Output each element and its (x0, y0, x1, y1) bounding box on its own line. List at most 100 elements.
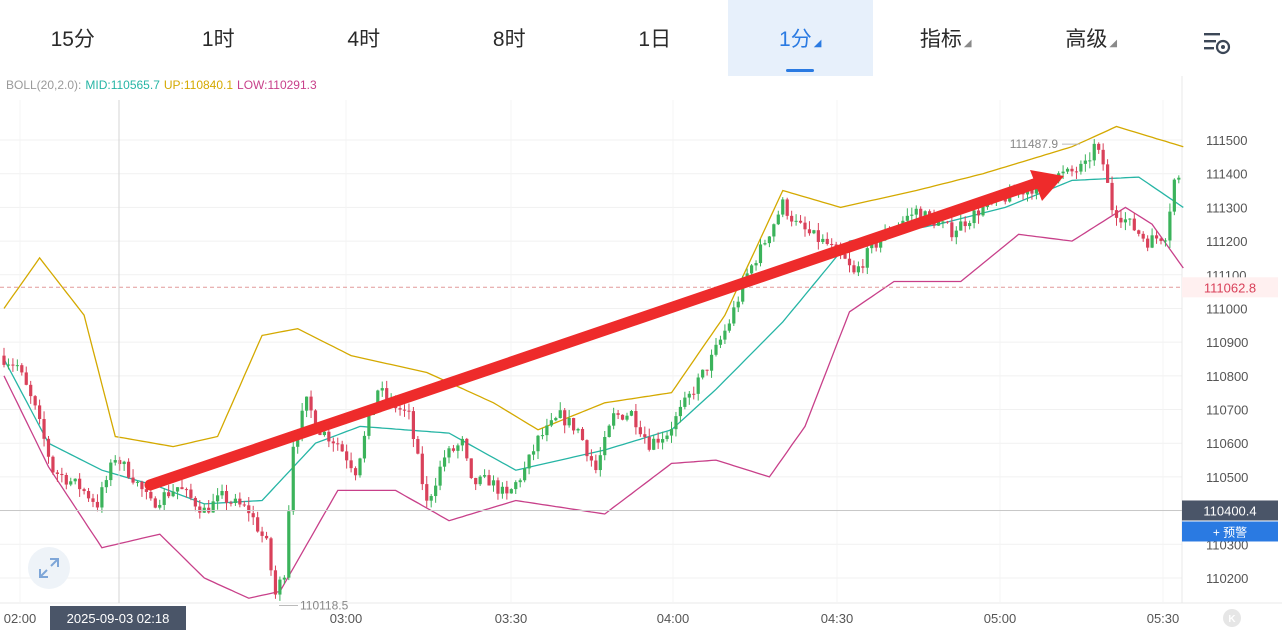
candle-body (661, 439, 665, 443)
candle-body (291, 446, 295, 512)
candle-body (705, 369, 709, 371)
candle-body (238, 498, 242, 505)
candle-body (603, 437, 607, 456)
candle-body (296, 435, 300, 447)
candle-body (113, 460, 117, 463)
x-tick-label: 03:00 (330, 611, 363, 626)
candle-body (701, 369, 705, 378)
candle-body (1088, 160, 1092, 162)
candle-body (1025, 189, 1030, 195)
candle-body (1177, 177, 1181, 180)
candle-body (442, 457, 447, 467)
candle-body (1097, 143, 1101, 150)
candle-body (1137, 230, 1141, 234)
boll-mid-value: MID:110565.7 (85, 78, 160, 92)
tab-3[interactable]: 8时 (437, 0, 583, 76)
candle-body (95, 501, 100, 508)
candle-body (1030, 189, 1034, 194)
candle-body (741, 280, 745, 302)
candle-body (625, 415, 629, 420)
x-tick-label: 04:00 (657, 611, 690, 626)
candle-body (905, 215, 909, 221)
candle-body (923, 211, 927, 220)
candle-body (919, 208, 923, 220)
candle-body (149, 491, 153, 499)
candle-body (385, 388, 389, 400)
candle-body (1172, 179, 1176, 212)
add-alert-button[interactable] (1182, 521, 1278, 542)
tab-1[interactable]: 1时 (146, 0, 292, 76)
tab-7[interactable]: 高级 ◢ (1019, 0, 1165, 76)
candle-body (229, 502, 233, 504)
candle-body (514, 482, 518, 490)
candle-body (709, 354, 714, 371)
y-tick-label: 110600 (1206, 436, 1248, 451)
candle-body (758, 244, 763, 264)
x-tick-label: 05:30 (1147, 611, 1180, 626)
candle-body (33, 396, 37, 406)
boll-lower-band (3, 206, 1184, 599)
candle-body (638, 427, 642, 435)
y-tick-label: 110700 (1206, 403, 1248, 418)
tab-label: 高级 (1065, 28, 1108, 51)
candle-body (220, 491, 224, 496)
candle-body (42, 418, 46, 439)
candle-body (794, 220, 798, 222)
tab-label: 指标 (919, 28, 962, 51)
candle-body (184, 489, 189, 491)
candle-body (1154, 235, 1159, 239)
candle-body (580, 428, 585, 441)
x-tick-label: 03:30 (495, 611, 528, 626)
candle-body (750, 265, 754, 274)
tab-6[interactable]: 指标 ◢ (873, 0, 1019, 76)
candle-body (674, 416, 678, 430)
candle-body (500, 486, 504, 494)
candle-body (29, 384, 33, 397)
candle-body (109, 462, 113, 481)
candle-body (60, 473, 64, 476)
candle-body (669, 429, 674, 436)
candle-body (1065, 168, 1070, 172)
candle-body (91, 498, 95, 502)
candle-body (589, 456, 593, 461)
candle-body (1070, 168, 1074, 172)
candle-body (278, 579, 282, 595)
candle-body (478, 476, 482, 485)
chart-settings-icon[interactable] (1196, 24, 1236, 60)
candle-body (1150, 235, 1154, 248)
candle-body (469, 458, 473, 478)
candle-body (349, 460, 353, 469)
candle-body (554, 418, 558, 421)
expand-icon[interactable] (28, 547, 70, 589)
candle-body (1146, 238, 1150, 248)
candle-body (563, 410, 567, 426)
bollinger-indicator-label: BOLL(20,2.0): MID:110565.7 UP:110840.1 LOW:… (6, 78, 317, 92)
candle-body (309, 396, 313, 411)
tab-0[interactable]: 15分 (0, 0, 146, 76)
candle-body (104, 480, 108, 488)
candle-body (251, 513, 255, 518)
candle-body (282, 577, 286, 580)
tab-5[interactable]: 1分 ◢ (727, 0, 873, 76)
add-alert-label: + 预警 (1213, 524, 1247, 539)
min-price-label: 110118.5 (300, 598, 349, 612)
y-tick-label: 110500 (1206, 470, 1248, 485)
candle-body (353, 468, 358, 476)
candle-body (523, 468, 527, 481)
candle-body (358, 458, 362, 476)
candle-body (64, 475, 68, 485)
tab-2[interactable]: 4时 (291, 0, 437, 76)
candle-body (910, 214, 914, 216)
candle-body (972, 210, 976, 224)
tab-4[interactable]: 1日 (582, 0, 728, 76)
candle-body (135, 481, 140, 483)
k-logo-letter: K (1228, 614, 1236, 625)
candle-body (82, 489, 86, 492)
k-logo-icon (1223, 609, 1241, 627)
candle-body (140, 481, 144, 490)
candle-body (465, 438, 469, 459)
candle-body (1079, 163, 1083, 172)
candle-body (269, 538, 273, 571)
reference-price-tag (1182, 277, 1278, 298)
